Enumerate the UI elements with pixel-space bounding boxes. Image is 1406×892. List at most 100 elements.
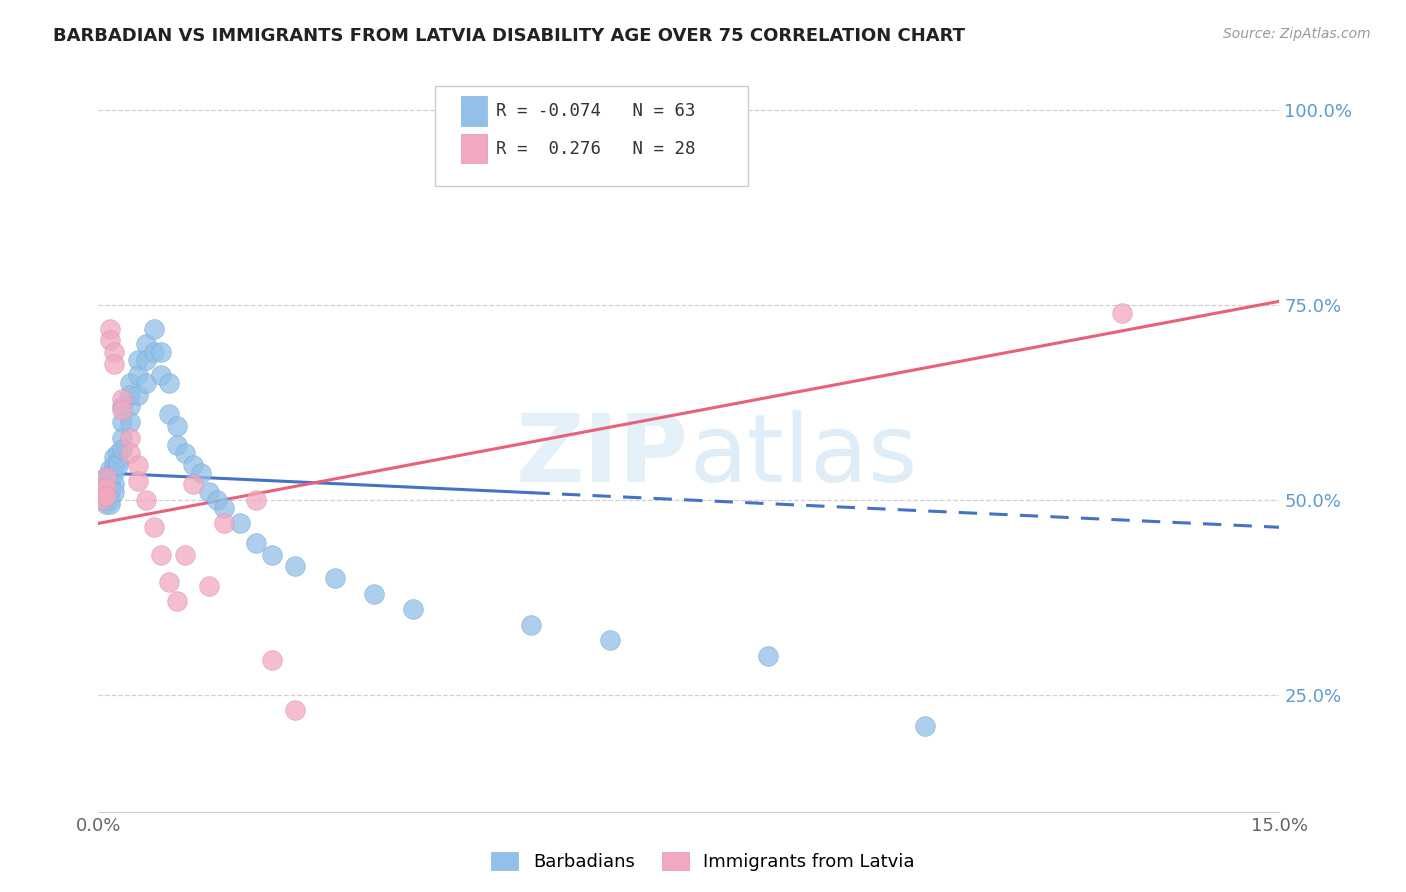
Point [98,477,121,491]
Point [1111,306,1133,320]
Point [166,438,188,452]
Point [402,602,425,616]
Point [157,574,180,589]
Point [91,485,114,500]
Point [118,446,141,460]
Point [96,485,118,500]
Point [197,485,219,500]
Point [150,548,173,562]
Point [98,485,121,500]
Text: atlas: atlas [689,410,917,502]
Point [127,458,149,472]
Point [142,520,165,534]
Point [157,407,180,421]
Point [98,497,121,511]
Point [157,376,180,390]
Point [166,594,188,608]
Point [96,481,118,495]
FancyBboxPatch shape [461,134,486,163]
Point [284,559,307,574]
Point [150,345,173,359]
Point [127,474,149,488]
Point [98,474,121,488]
Point [260,548,283,562]
Point [118,431,141,445]
Point [96,489,118,503]
Point [599,633,621,648]
Point [127,388,149,402]
Point [118,376,141,390]
Point [111,400,134,414]
Point [103,345,125,359]
Point [284,703,307,717]
Point [135,337,157,351]
Point [127,368,149,383]
Point [127,352,149,367]
Point [111,415,134,429]
Point [98,333,121,347]
Point [96,489,118,503]
Point [103,357,125,371]
Point [135,352,157,367]
Point [111,442,134,457]
Point [174,446,197,460]
Point [118,388,141,402]
Point [91,489,114,503]
Point [205,493,228,508]
Point [118,400,141,414]
Point [214,500,236,515]
Point [135,493,157,508]
Point [103,450,125,464]
Point [323,571,346,585]
Point [245,536,267,550]
Text: R = -0.074   N = 63: R = -0.074 N = 63 [496,102,696,120]
Point [98,462,121,476]
Point [107,454,129,468]
Point [229,516,252,531]
Point [111,403,134,417]
Text: ZIP: ZIP [516,410,689,502]
Point [914,719,936,733]
Text: Source: ZipAtlas.com: Source: ZipAtlas.com [1223,27,1371,41]
Point [181,477,204,491]
Point [363,586,385,600]
Point [118,415,141,429]
Point [96,469,118,483]
Point [96,477,118,491]
Point [96,469,118,483]
Point [103,477,125,491]
Point [174,548,197,562]
Legend: Barbadians, Immigrants from Latvia: Barbadians, Immigrants from Latvia [484,845,922,879]
Point [96,497,118,511]
Point [98,469,121,483]
Point [91,485,114,500]
Point [98,321,121,335]
Point [214,516,236,531]
Point [142,345,165,359]
Point [197,579,219,593]
Text: BARBADIAN VS IMMIGRANTS FROM LATVIA DISABILITY AGE OVER 75 CORRELATION CHART: BARBADIAN VS IMMIGRANTS FROM LATVIA DISA… [53,27,966,45]
Point [245,493,267,508]
Point [520,617,543,632]
FancyBboxPatch shape [434,87,748,186]
Point [181,458,204,472]
Point [107,446,129,460]
Point [91,493,114,508]
Point [150,368,173,383]
Point [111,431,134,445]
FancyBboxPatch shape [461,96,486,126]
Point [98,493,121,508]
Point [111,392,134,406]
Point [103,485,125,500]
Point [96,493,118,508]
Point [190,466,212,480]
Text: R =  0.276   N = 28: R = 0.276 N = 28 [496,139,696,158]
Point [756,648,779,663]
Point [135,376,157,390]
Point [107,458,129,472]
Point [142,321,165,335]
Point [260,653,283,667]
Point [103,466,125,480]
Point [103,458,125,472]
Point [166,419,188,434]
